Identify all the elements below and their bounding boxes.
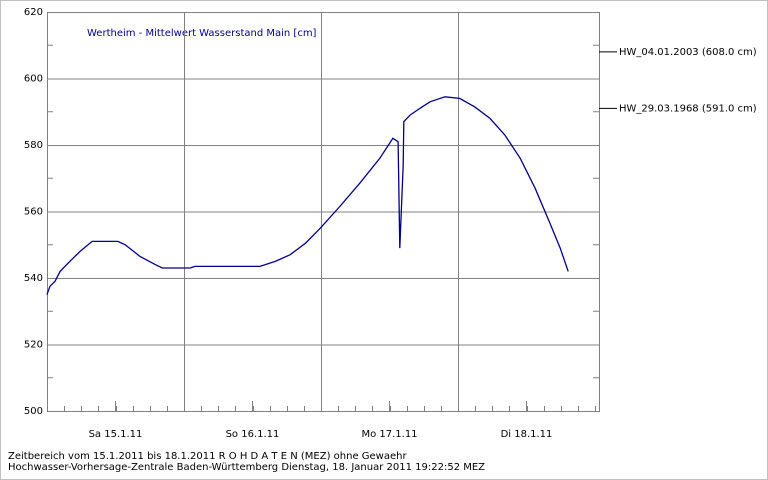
x-tick-label: Sa 15.1.11 [89,429,143,440]
footer-line: Zeitbereich vom 15.1.2011 bis 18.1.2011 … [8,451,407,462]
x-tick-label: Di 18.1.11 [501,429,553,440]
y-tick-label: 560 [24,207,43,218]
data-line [46,96,569,295]
y-tick-label: 540 [24,273,43,284]
annotation-label: HW_04.01.2003 (608.0 cm) [619,47,757,58]
y-tick-label: 620 [24,7,43,18]
y-tick-label: 600 [24,74,43,85]
plot-border [47,12,600,412]
x-tick-label: Mo 17.1.11 [361,429,417,440]
y-tick-label: 580 [24,140,43,151]
chart-title: Wertheim - Mittelwert Wasserstand Main [… [87,28,317,39]
y-tick-label: 500 [24,406,43,417]
annotation-label: HW_29.03.1968 (591.0 cm) [619,103,757,114]
x-tick-label: So 16.1.11 [226,429,280,440]
footer-line: Hochwasser-Vorhersage-Zentrale Baden-Wür… [8,462,485,473]
y-tick-label: 520 [24,340,43,351]
